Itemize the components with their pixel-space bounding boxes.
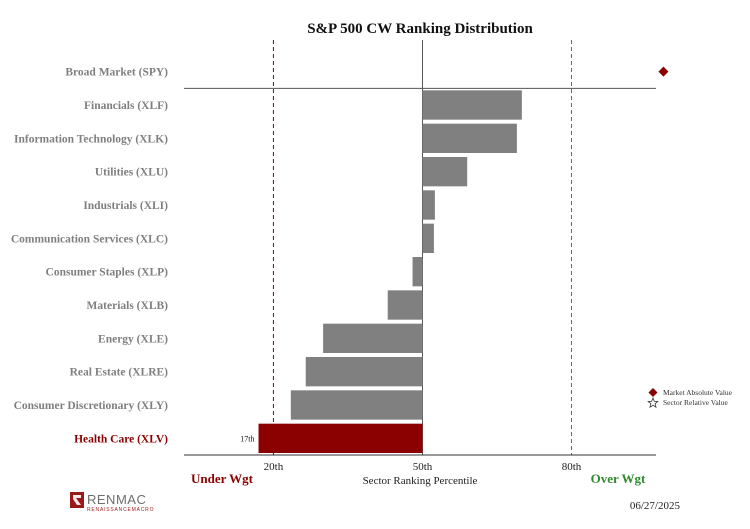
bar-9: [305, 357, 423, 387]
bar-11: [258, 423, 423, 453]
category-label-broad-market: Broad Market (SPY): [65, 67, 168, 79]
bar-data-label: 17th: [240, 434, 254, 443]
legend-star-icon: [647, 396, 659, 409]
renmac-logo: RENMAC RENAISSANCEMACRO: [70, 492, 154, 513]
chart-title: S&P 500 CW Ranking Distribution: [307, 21, 533, 37]
x-tick-80th: 80th: [562, 461, 582, 473]
market-diamond-icon: [658, 66, 669, 77]
category-label-7: Materials (XLB): [87, 300, 169, 312]
under-weight-label: Under Wgt: [191, 471, 254, 486]
bar-8: [323, 323, 423, 353]
bar-6: [412, 257, 423, 287]
category-label-4: Industrials (XLI): [83, 200, 168, 212]
bar-7: [387, 290, 423, 320]
category-label-3: Utilities (XLU): [95, 167, 168, 179]
logo-text: RENMAC: [87, 492, 146, 507]
logo-subtext: RENAISSANCEMACRO: [87, 507, 154, 513]
bar-2: [422, 123, 517, 153]
legend: Market Absolute Value Sector Relative Va…: [647, 388, 733, 409]
bar-1: [422, 90, 522, 120]
category-label-10: Consumer Discretionary (XLY): [14, 400, 169, 412]
x-axis-label: Sector Ranking Percentile: [363, 475, 478, 487]
category-label-11: Health Care (XLV): [74, 433, 168, 445]
bar-5: [422, 223, 434, 253]
over-weight-label: Over Wgt: [591, 471, 646, 486]
bar-3: [422, 157, 468, 187]
bar-4: [422, 190, 435, 220]
x-tick-20th: 20th: [264, 461, 284, 473]
legend-sector-label: Sector Relative Value: [663, 398, 729, 407]
plot-area: 20th 50th 80th Broad Market (SPY) Financials…: [11, 40, 669, 473]
category-label-2: Information Technology (XLK): [14, 133, 168, 145]
bar-10: [290, 390, 423, 420]
date-stamp: 06/27/2025: [630, 500, 681, 512]
legend-market-label: Market Absolute Value: [663, 388, 733, 397]
category-label-9: Real Estate (XLRE): [70, 367, 169, 379]
legend-diamond-icon: [648, 388, 658, 397]
category-label-1: Financials (XLF): [84, 100, 168, 112]
x-tick-50th: 50th: [413, 461, 433, 473]
category-label-5: Communication Services (XLC): [11, 233, 168, 245]
category-label-6: Consumer Staples (XLP): [46, 267, 169, 279]
category-label-8: Energy (XLE): [98, 333, 168, 345]
